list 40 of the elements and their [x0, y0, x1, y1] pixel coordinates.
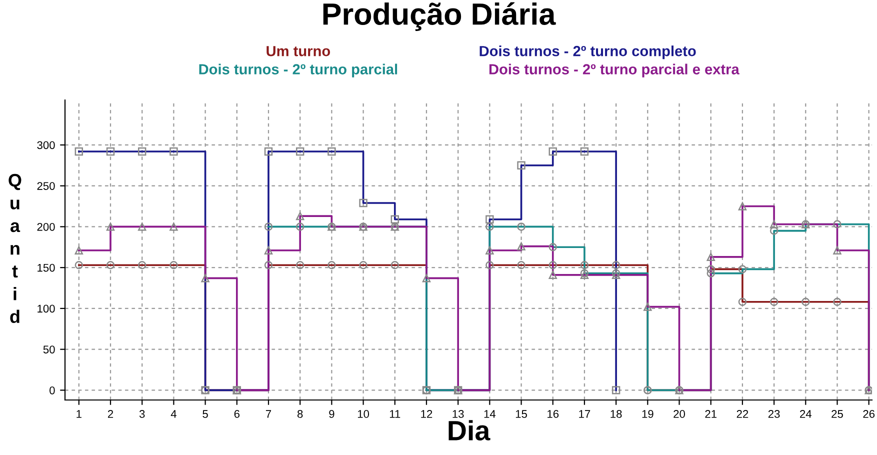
- y-tick-label: 200: [37, 222, 55, 231]
- x-tick-label: 19: [642, 410, 654, 418]
- x-tick-label: 4: [170, 410, 176, 418]
- x-tick-label: 15: [516, 410, 527, 418]
- text: Dois turnos - 2º turno completo: [480, 46, 696, 60]
- x-tick-label: 26: [863, 410, 875, 418]
- x-tick-label: 18: [610, 410, 622, 418]
- y-tick-label: 0: [50, 386, 55, 394]
- x-tick-label: 20: [674, 410, 685, 418]
- x-tick-label: 17: [579, 410, 590, 418]
- x-axis-title: Dia: [448, 420, 490, 440]
- text: Um turno: [266, 46, 330, 56]
- y-axis-title: Quantid: [8, 174, 22, 324]
- y-tick-label: 250: [37, 182, 55, 190]
- x-tick-label: 7: [266, 410, 272, 418]
- x-tick-label: 14: [484, 410, 496, 418]
- chart-title: Produção Diária: [323, 2, 556, 32]
- x-tick-label: 8: [297, 410, 303, 418]
- text: Dois turnos - 2º turno parcial: [199, 64, 398, 78]
- x-tick-label: 13: [452, 410, 464, 418]
- x-tick-label: 1: [76, 410, 82, 418]
- x-tick-label: 11: [390, 410, 400, 418]
- x-tick-label: 10: [358, 410, 370, 418]
- x-tick-label: 22: [736, 410, 748, 418]
- x-tick-label: 21: [705, 410, 716, 418]
- x-tick-label: 3: [139, 410, 145, 418]
- x-tick-label: 9: [329, 410, 334, 418]
- y-tick-label: 100: [38, 304, 55, 313]
- x-tick-label: 25: [832, 410, 843, 418]
- x-tick-label: 16: [548, 410, 559, 418]
- x-tick-label: 6: [234, 410, 240, 418]
- y-tick-label: 50: [43, 346, 55, 354]
- x-tick-label: 2: [108, 410, 114, 418]
- x-tick-label: 23: [768, 410, 780, 418]
- x-tick-label: 24: [800, 410, 812, 418]
- x-tick-label: 5: [202, 410, 208, 418]
- y-tick-label: 300: [37, 141, 55, 150]
- x-tick-label: 12: [421, 410, 432, 418]
- y-tick-label: 150: [38, 264, 55, 272]
- text: Dois turnos - 2º turno parcial e extra: [489, 64, 740, 78]
